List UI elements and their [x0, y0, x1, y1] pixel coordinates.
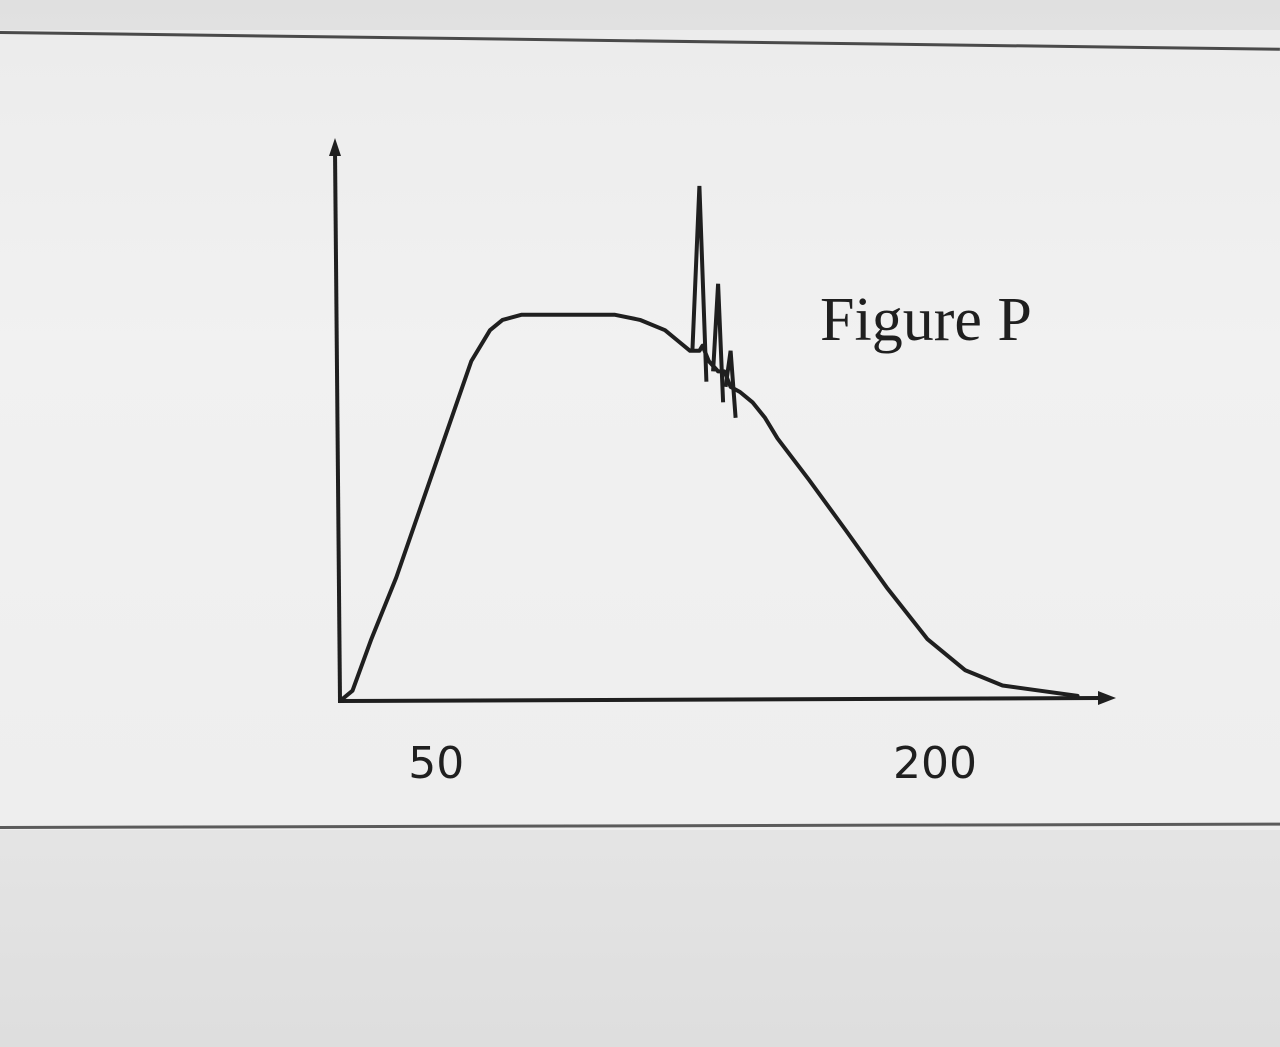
chart-title: Figure P [820, 286, 1032, 354]
y-axis-arrow-icon [329, 138, 341, 156]
series-line [338, 312, 1080, 703]
y-axis [332, 147, 343, 704]
spike-peak [690, 185, 709, 382]
spike-group [690, 185, 738, 418]
x-axis-arrow-icon [1098, 691, 1116, 705]
x-axis [337, 695, 1103, 704]
spike-peak [723, 350, 738, 418]
x-tick-label-50: 50 [408, 738, 464, 789]
x-tick-label-200: 200 [893, 738, 977, 789]
spike-peak [711, 283, 726, 403]
